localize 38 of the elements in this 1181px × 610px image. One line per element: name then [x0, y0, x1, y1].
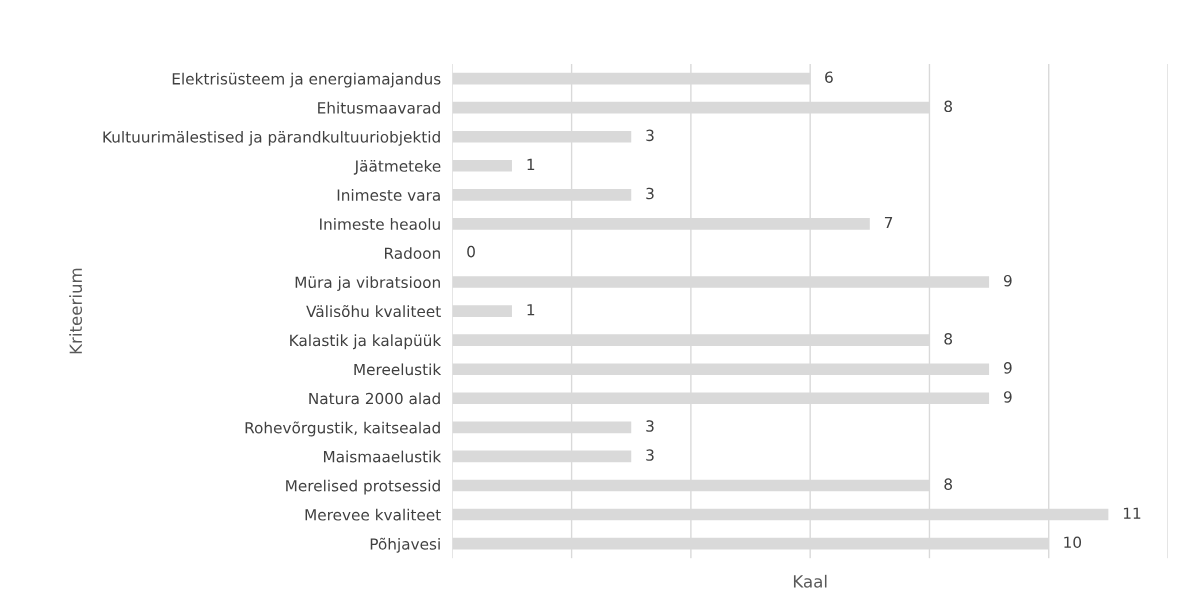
y-tick-label: Natura 2000 alad: [309, 392, 440, 405]
y-tick-label: Kalastik ja kalapüük: [290, 334, 442, 350]
data-label: 3: [646, 420, 654, 432]
data-label: 8: [944, 478, 953, 490]
data-label: 10: [1064, 536, 1082, 549]
y-tick-label: Müra ja vibratsioon: [295, 276, 440, 292]
y-tick-label: Radoon: [385, 247, 440, 259]
y-tick-label: Põhjavesi: [370, 537, 440, 553]
y-tick-label: Merelised protsessid: [286, 479, 440, 495]
data-label: 8: [944, 100, 953, 113]
data-label: 9: [1003, 362, 1012, 374]
data-label: 7: [884, 216, 893, 229]
data-label: 11: [1123, 507, 1141, 519]
y-tick-label: Maismaaelustik: [323, 450, 442, 463]
y-tick-label: Rohevõrgustik, kaitsealad: [245, 421, 440, 437]
data-label: 3: [646, 449, 654, 461]
bar: [452, 305, 512, 317]
y-tick-label: Mereelustik: [354, 363, 442, 376]
data-label: 6: [825, 71, 833, 84]
y-tick-label: Välisõhu kvaliteet: [306, 305, 441, 318]
data-label: 8: [944, 333, 953, 345]
data-label: 3: [646, 187, 654, 200]
data-label: 3: [646, 129, 654, 142]
data-label: 0: [467, 245, 475, 258]
data-label: 1: [527, 158, 535, 170]
x-axis-title: Kaal: [793, 574, 827, 588]
y-tick-label: Merevee kvaliteet: [305, 508, 441, 521]
y-tick-label: Jäätmeteke: [353, 159, 441, 175]
y-tick-label: Ehitusmaavarad: [318, 101, 440, 114]
y-tick-label: Kultuurimälestised ja pärandkultuuriobjektid: [103, 130, 440, 146]
y-axis-title: Kriteerium: [69, 268, 83, 354]
data-label: 1: [527, 304, 535, 316]
data-label: 9: [1003, 391, 1012, 403]
data-label: 9: [1003, 274, 1012, 287]
bar: [452, 159, 512, 172]
y-tick-label: Inimeste heaolu: [320, 218, 440, 230]
y-tick-label: Inimeste vara: [337, 189, 440, 201]
y-tick-label: Elektrisüsteem ja energiamajandus: [172, 72, 441, 88]
